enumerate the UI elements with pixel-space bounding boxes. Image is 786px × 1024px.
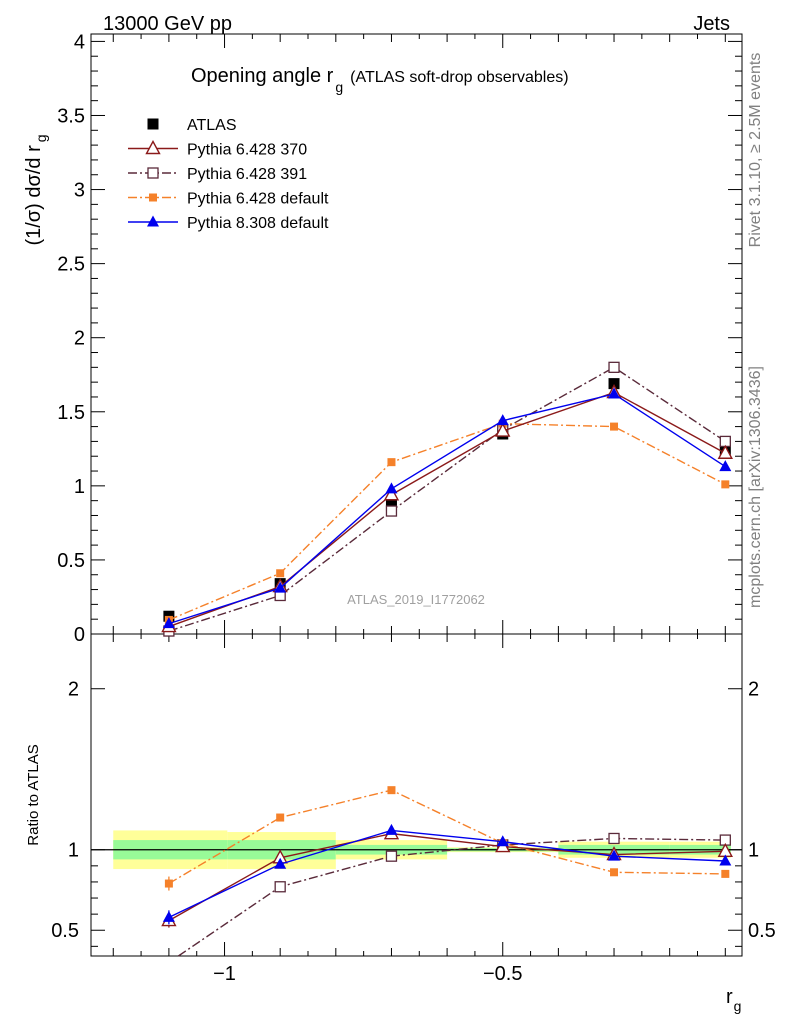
ratio-y-axis-label: Ratio to ATLAS — [25, 744, 42, 845]
main-y-tick-label: 4 — [74, 31, 85, 53]
ratio-point-py6_default — [387, 786, 396, 795]
legend-marker-atlas — [147, 118, 159, 130]
main-y-tick-label: 1.5 — [57, 402, 85, 424]
mcplots-label: mcplots.cern.ch [arXiv:1306.3436] — [747, 366, 764, 608]
legend: ATLAS Pythia 6.428 370 Pythia 6.428 391 Pyt… — [128, 117, 329, 232]
main-y-axis-label: (1/σ) dσ/d rg — [23, 134, 49, 245]
ratio-point-py8_default — [719, 854, 732, 866]
data-point-py6_default — [721, 480, 730, 489]
ratio-point-py8_default — [496, 835, 509, 847]
data-point-py8_default — [162, 617, 175, 629]
ratio-point-py6_391 — [274, 881, 286, 893]
ratio-line-py6_default — [168, 789, 726, 885]
main-y-tick-label: 0.5 — [57, 550, 85, 572]
legend-entry-py8_default: Pythia 8.308 default — [128, 215, 329, 232]
legend-marker-py6_391 — [147, 167, 159, 179]
ratio-point-py6_default — [721, 869, 730, 878]
data-point-py8_default — [274, 581, 287, 593]
legend-marker-py6_default — [149, 193, 157, 202]
ratio-y-tick-label: 0.5 — [51, 920, 79, 942]
main-title: Opening angle r g(ATLAS soft-drop observa… — [191, 65, 569, 95]
x-tick-label: −0.5 — [483, 963, 522, 985]
main-y-tick-label: 0 — [74, 624, 85, 646]
watermark-label: ATLAS_2019_I1772062 — [347, 592, 485, 607]
data-point-py6_default — [610, 422, 619, 431]
ratio-series — [161, 786, 733, 957]
main-y-tick-label: 3 — [74, 180, 85, 202]
ratio-series-py8_default — [162, 823, 732, 925]
series-py8_default — [162, 387, 732, 629]
data-point-atlas — [385, 499, 397, 511]
data-point-atlas — [608, 378, 620, 390]
ratio-y-tick-label: 2 — [68, 679, 79, 701]
data-point-py6_370 — [717, 444, 733, 459]
ratio-y-tick-label-right: 2 — [748, 679, 759, 701]
legend-marker-py6_370 — [145, 140, 161, 155]
series-line-py6_default — [168, 422, 726, 621]
data-point-py8_default — [719, 460, 732, 472]
ratio-line-py8_default — [168, 829, 726, 918]
header-right: Jets — [693, 13, 730, 35]
main-y-tick-label: 1 — [74, 476, 85, 498]
data-point-py6_391 — [608, 361, 620, 373]
ratio-point-py6_default — [164, 879, 173, 888]
data-point-py6_370 — [495, 422, 511, 437]
legend-entry-py6_370: Pythia 6.428 370 — [128, 140, 307, 159]
legend-label-atlas: ATLAS — [187, 117, 237, 134]
data-point-py8_default — [385, 482, 398, 494]
ratio-y-tick-label-right: 0.5 — [748, 920, 776, 942]
legend-label-py6_370: Pythia 6.428 370 — [187, 142, 307, 159]
ratio-line-py6_370 — [168, 832, 726, 922]
rivet-version-label: Rivet 3.1.10, ≥ 2.5M events — [747, 53, 764, 248]
legend-label-py8_default: Pythia 8.308 default — [187, 215, 329, 232]
main-y-tick-label: 2.5 — [57, 254, 85, 276]
ratio-point-py6_default — [276, 813, 285, 822]
series-line-py6_370 — [168, 391, 726, 628]
x-tick-label: −1 — [213, 963, 236, 985]
ratio-point-py8_default — [608, 849, 621, 861]
ratio-y-tick-label: 1 — [68, 840, 79, 862]
axis-ticks: 0 0.5 1 1.5 2 2.5 3 3.5 4 0.5 0.5 1 1 2 2 −1 −0.5 — [51, 31, 776, 985]
main-series — [161, 361, 733, 637]
data-point-py6_391 — [385, 505, 398, 517]
header-left: 13000 GeV pp — [103, 13, 232, 35]
legend-entry-atlas: ATLAS — [147, 117, 237, 134]
data-point-py6_default — [387, 458, 396, 467]
data-point-py8_default — [496, 414, 509, 426]
main-y-tick-label: 2 — [74, 328, 85, 350]
series-line-py8_default — [168, 393, 726, 625]
ratio-point-py8_default — [385, 823, 398, 835]
legend-label-py6_391: Pythia 6.428 391 — [187, 166, 307, 183]
main-y-tick-label: 3.5 — [57, 105, 85, 127]
ratio-point-py6_391 — [385, 850, 398, 862]
ratio-plot-frame — [90, 633, 743, 957]
ratio-y-tick-label-right: 1 — [748, 840, 759, 862]
ratio-line-py6_391 — [177, 837, 726, 957]
legend-marker-py8_default — [147, 215, 159, 227]
legend-entry-py6_391: Pythia 6.428 391 — [128, 166, 307, 183]
ratio-point-py8_default — [162, 910, 175, 922]
ratio-point-py8_default — [274, 857, 287, 869]
ratio-point-py6_391 — [608, 832, 620, 845]
data-point-py6_default — [276, 569, 285, 578]
data-point-py6_370 — [383, 486, 400, 501]
data-point-py8_default — [608, 387, 621, 399]
legend-entry-py6_default: Pythia 6.428 default — [128, 191, 329, 208]
axes-frames — [90, 33, 743, 957]
series-line-py6_391 — [168, 366, 726, 632]
ratio-point-py6_default — [610, 868, 619, 877]
x-axis-label: rg — [726, 986, 741, 1014]
legend-label-py6_default: Pythia 6.428 default — [187, 191, 329, 208]
